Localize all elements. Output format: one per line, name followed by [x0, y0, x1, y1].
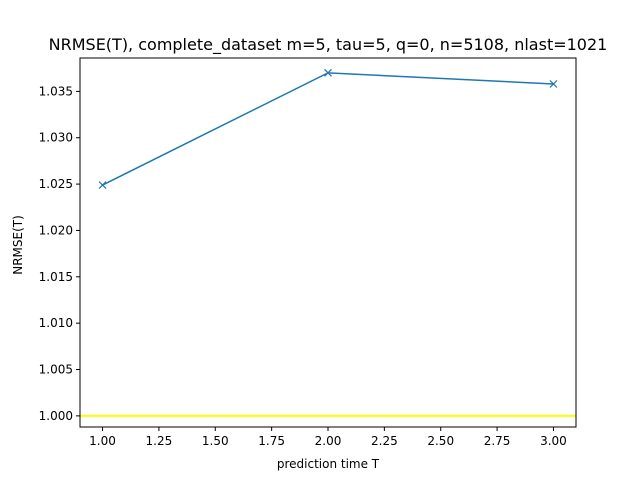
plot-area	[80, 68, 576, 417]
data-point-marker	[98, 181, 107, 189]
y-tick-label: 1.000	[39, 409, 73, 423]
y-tick-label: 1.020	[39, 223, 73, 237]
x-axis-label: prediction time T	[277, 457, 380, 471]
x-tick-label: 1.00	[89, 434, 116, 448]
x-tick-label: 2.00	[315, 434, 342, 448]
y-tick-label: 1.015	[39, 270, 73, 284]
y-axis-label: NRMSE(T)	[11, 215, 25, 275]
data-point-marker	[324, 68, 332, 77]
data-point-marker	[549, 80, 558, 88]
y-tick-label: 1.005	[39, 363, 73, 377]
x-tick-label: 3.00	[540, 434, 567, 448]
y-axis: 1.000 1.005 1.010 1.015 1.020 1.025 1.030 1.035	[39, 84, 80, 423]
x-tick-label: 1.50	[202, 434, 229, 448]
x-tick-label: 2.50	[427, 434, 454, 448]
y-tick-label: 1.030	[39, 131, 73, 145]
x-tick-label: 1.25	[146, 434, 173, 448]
x-tick-label: 2.25	[371, 434, 398, 448]
y-tick-label: 1.025	[39, 177, 73, 191]
x-tick-label: 2.75	[484, 434, 511, 448]
chart-title: NRMSE(T), complete_dataset m=5, tau=5, q…	[49, 35, 608, 55]
plot-frame	[79, 57, 577, 428]
y-tick-label: 1.035	[39, 84, 73, 98]
x-axis: 1.00 1.25 1.50 1.75 2.00 2.25 2.50 2.75 3.00	[89, 427, 567, 448]
x-tick-label: 1.75	[258, 434, 285, 448]
y-tick-label: 1.010	[39, 316, 73, 330]
